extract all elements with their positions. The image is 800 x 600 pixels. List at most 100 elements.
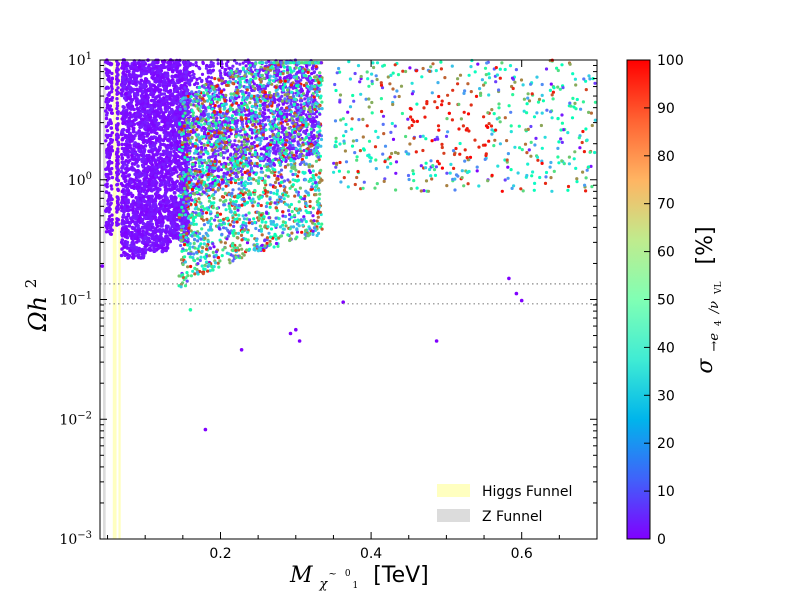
scatter-point-2389: [153, 249, 157, 253]
scatter-point-2892: [116, 188, 121, 193]
scatter-point-2309: [168, 118, 173, 123]
scatter-point-4184: [185, 146, 189, 150]
scatter-point-3404: [181, 151, 185, 155]
scatter-point-2368: [144, 215, 148, 220]
scatter-point-2440: [154, 140, 158, 145]
scatter-point-3897: [296, 103, 300, 107]
scatter-point-2357: [155, 224, 160, 229]
scatter-point-2017: [145, 227, 150, 231]
scatter-point-2371: [124, 113, 128, 118]
scatter-point-4965: [272, 111, 276, 115]
scatter-point-4680: [268, 183, 272, 187]
scatter-point-4539: [216, 149, 220, 153]
scatter-point-2225: [121, 160, 125, 165]
scatter-point-2257: [136, 156, 141, 160]
scatter-point-3745: [279, 106, 284, 111]
scatter-point-4594: [259, 99, 263, 103]
scatter-point-2708: [105, 154, 109, 158]
scatter-point-1820: [166, 176, 170, 180]
scatter-point-1910: [166, 138, 171, 142]
scatter-point-2267: [138, 130, 142, 135]
scatter-point-4247: [262, 106, 266, 110]
scatter-point-4480: [268, 91, 272, 95]
scatter-point-977: [173, 146, 177, 150]
scatter-point-2549: [129, 107, 134, 111]
scatter-point-2288: [135, 159, 139, 164]
scatter-point-2890: [115, 206, 120, 210]
scatter-point-4219: [224, 62, 229, 66]
scatter-point-1397: [124, 171, 128, 175]
scatter-point-2308: [173, 82, 177, 86]
scatter-point-4287: [224, 72, 228, 76]
scatter-point-1573: [180, 221, 184, 225]
scatter-point-2519: [163, 136, 167, 141]
scatter-point-2424: [170, 114, 175, 118]
scatter-point-2415: [133, 96, 137, 100]
scatter-point-2233: [152, 88, 157, 93]
scatter-point-1742: [176, 96, 180, 101]
scatter-point-4836: [268, 205, 272, 209]
scatter-point-1366: [150, 212, 155, 216]
scatter-point-2248: [152, 123, 156, 128]
scatter-point-2064: [169, 172, 174, 177]
scatter-point-2431: [135, 169, 139, 174]
scatter-point-4871: [263, 238, 267, 242]
scatter-point-2122: [158, 83, 162, 88]
scatter-point-2555: [123, 80, 127, 85]
scatter-point-2047: [161, 102, 166, 107]
scatter-point-2356: [176, 86, 180, 91]
scatter-point-2386: [159, 180, 164, 185]
scatter-point-2498: [164, 186, 168, 191]
scatter-point-3625: [313, 125, 317, 129]
scatter-point-2359: [157, 171, 161, 175]
scatter-point-3875: [280, 124, 284, 128]
scatter-point-1932: [140, 163, 145, 167]
scatter-point-2331: [167, 213, 171, 217]
scatter-point-1096: [140, 240, 145, 245]
scatter-point-4790: [285, 75, 289, 79]
scatter-point-2550: [175, 66, 179, 71]
scatter-point-2103: [120, 117, 124, 121]
scatter-point-4973: [247, 211, 251, 215]
scatter-point-3714: [229, 152, 233, 156]
scatter-point-2685: [110, 175, 115, 180]
scatter-point-2882: [115, 173, 120, 177]
scatter-point-1200: [131, 126, 136, 130]
scatter-point-2858: [115, 97, 119, 101]
scatter-point-2208: [147, 80, 151, 84]
scatter-point-1476: [155, 131, 159, 136]
scatter-point-2116: [149, 177, 153, 181]
scatter-point-2384: [123, 197, 128, 202]
scatter-point-2768: [105, 226, 110, 231]
scatter-point-4157: [280, 94, 284, 98]
scatter-point-1624: [153, 228, 157, 233]
scatter-point-2513: [149, 216, 154, 220]
scatter-point-2572: [125, 204, 130, 209]
scatter-point-1866: [126, 212, 131, 217]
scatter-point-4800: [272, 191, 276, 195]
scatter-point-1643: [137, 61, 141, 66]
scatter-point-4225: [188, 99, 192, 103]
scatter-point-2747: [105, 105, 110, 109]
scatter-point-4153: [289, 102, 293, 106]
scatter-point-2741: [110, 87, 114, 91]
scatter-point-3172: [267, 108, 271, 112]
scatter-point-2395: [146, 132, 151, 136]
scatter-point-4510: [247, 156, 251, 160]
scatter-point-3940: [194, 61, 198, 65]
scatter-point-2499: [148, 86, 152, 91]
scatter-point-2531: [139, 125, 144, 129]
scatter-point-2185: [142, 114, 147, 118]
scatter-point-2276: [138, 105, 143, 110]
scatter-point-2474: [168, 110, 172, 115]
scatter-point-4735: [202, 242, 206, 246]
scatter-point-2718: [109, 137, 113, 142]
scatter-point-3736: [278, 76, 282, 80]
scatter-point-2544: [140, 99, 144, 103]
scatter-point-4865: [277, 117, 281, 121]
scatter-point-4941: [269, 164, 273, 168]
scatter-point-2375: [128, 184, 133, 189]
scatter-point-2887: [116, 149, 120, 154]
scatter-point-2169: [125, 246, 130, 250]
scatter-point-2521: [172, 190, 177, 195]
